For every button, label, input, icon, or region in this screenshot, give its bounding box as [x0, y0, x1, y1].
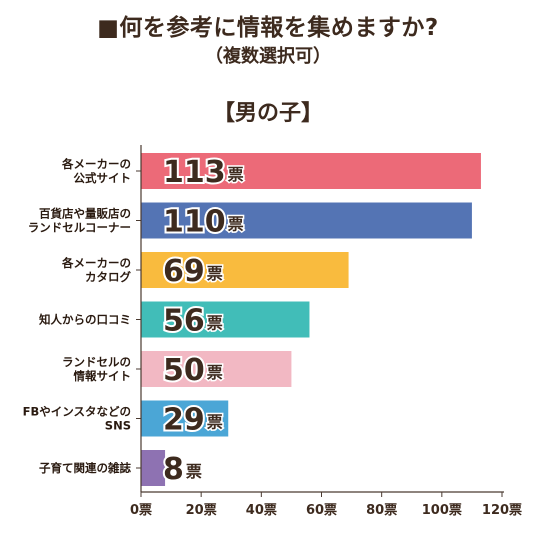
x-tick-label: 20票: [186, 502, 217, 518]
category-label: 公式サイト: [74, 171, 132, 185]
x-tick-label: 0票: [130, 502, 152, 518]
x-tick-label: 60票: [306, 502, 337, 518]
value-unit: 票: [186, 462, 202, 481]
group-label: 【男の子】: [212, 101, 323, 126]
bar: [141, 153, 481, 189]
x-tick-label: 40票: [246, 502, 277, 518]
chart-subtitle: （複数選択可）: [205, 46, 331, 67]
value-label: 69: [163, 254, 205, 289]
value-label: 110: [163, 205, 226, 240]
value-unit: 票: [228, 215, 244, 234]
chart-title: ■何を参考に情報を集めますか?: [97, 15, 439, 41]
x-tick-label: 100票: [422, 502, 462, 518]
value-label: 56: [163, 304, 205, 339]
value-unit: 票: [207, 314, 223, 333]
value-label: 113: [163, 155, 226, 190]
category-label: カタログ: [85, 270, 131, 284]
bar: [141, 351, 292, 387]
value-unit: 票: [207, 264, 223, 283]
value-unit: 票: [207, 413, 223, 432]
bar: [141, 202, 472, 239]
category-label: 情報サイト: [73, 369, 132, 383]
bar: [141, 252, 349, 288]
value-label: 8: [163, 452, 184, 487]
value-unit: 票: [207, 363, 223, 382]
category-label: 各メーカーの: [61, 157, 131, 171]
category-label: FBやインスタなどの: [23, 405, 131, 419]
value-label: 29: [163, 403, 205, 438]
bar: [141, 301, 310, 338]
category-label: ランドセルコーナー: [28, 221, 131, 235]
category-label: 子育て関連の雑誌: [39, 461, 131, 475]
category-label: SNS: [105, 419, 131, 433]
value-unit: 票: [228, 165, 244, 184]
value-label: 50: [163, 353, 205, 388]
category-label: 各メーカーの: [61, 256, 131, 270]
x-tick-label: 80票: [366, 502, 397, 518]
category-label: ランドセルの: [62, 355, 131, 369]
x-tick-label: 120票: [482, 502, 522, 518]
bar: [141, 400, 229, 437]
category-label: 百貨店や量販店の: [39, 207, 131, 221]
category-label: 知人からの口コミ: [38, 313, 131, 327]
bar: [141, 450, 166, 486]
